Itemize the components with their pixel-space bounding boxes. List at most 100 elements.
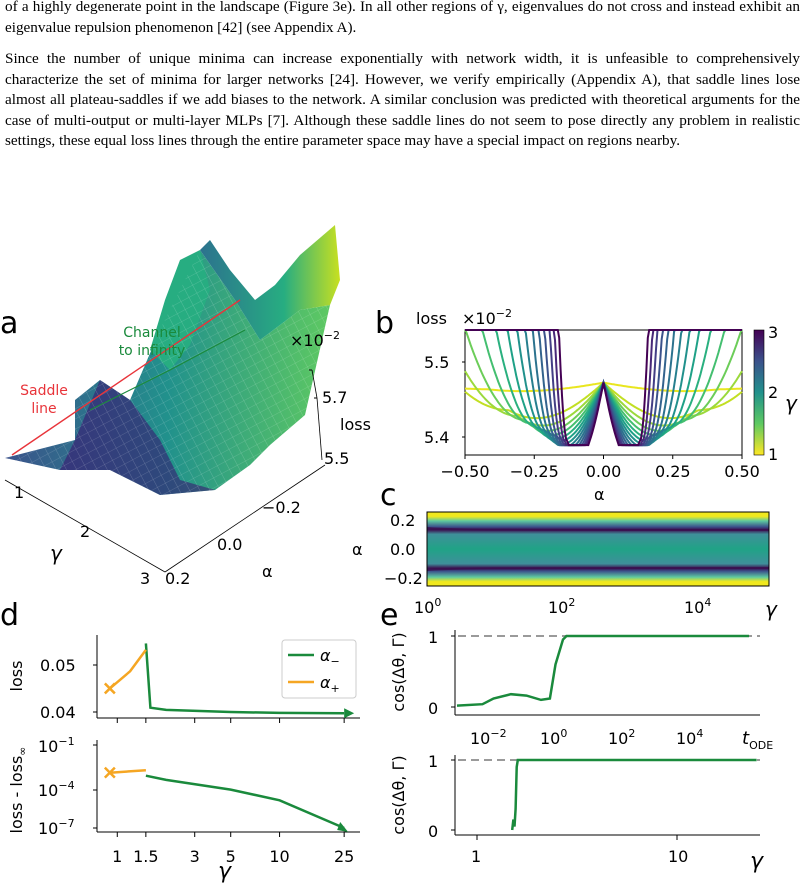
d-top-arrow <box>344 708 355 719</box>
d-bot-arrow <box>337 822 349 832</box>
legend-alpha-minus: α− <box>320 646 340 668</box>
panel-d-letter: d <box>0 598 19 633</box>
d-top-start-marker <box>103 682 116 695</box>
panel-b-xtick-4: 0.50 <box>724 462 760 481</box>
panel-c-xtick-3: 104 <box>684 596 711 617</box>
panel-d-xtick-4: 10 <box>269 847 289 866</box>
alpha-tick-1: 0.2 <box>165 569 190 588</box>
panel-c-ytick-3: −0.2 <box>384 569 423 588</box>
panel-e-ytick-1: 1 <box>428 628 438 647</box>
panel-e-bottom-line <box>510 758 757 831</box>
panel-b-ytick-2: 5.4 <box>424 428 449 447</box>
panel-d-bottom-lines <box>103 766 349 832</box>
panel-e-xtick-b1: 1 <box>471 847 481 866</box>
paragraph-2: Since the number of unique minima can in… <box>5 50 800 150</box>
panel-c-ylabel: α <box>352 540 363 559</box>
panel-c: c 0.2 0.0 −0.2 α 100 102 104 γ <box>352 478 778 621</box>
panel-d: d 0.05 0.04 loss α− α+ 10−1 10−4 10−7 lo… <box>0 598 360 884</box>
panel-d-ytick-1: 0.05 <box>40 656 76 675</box>
panel-b-ylabel: loss <box>416 309 447 328</box>
panel-c-ytick-2: 0.0 <box>390 540 415 559</box>
alpha-tick-2: 0.0 <box>217 535 242 554</box>
gamma-tick-2: 2 <box>80 522 90 541</box>
panel-a-scale: ×10−2 <box>290 329 340 350</box>
panel-d-xtick-0: 1 <box>112 847 122 866</box>
panel-a-gamma-label: γ <box>50 541 63 565</box>
saddle-line-annotation-2: line <box>31 401 56 417</box>
d-bot-alpha-minus <box>145 774 345 830</box>
panel-e-xtick-b2: 10 <box>668 847 688 866</box>
panel-d-ytick-b3: 10−7 <box>38 817 75 838</box>
colorbar-tick-1: 1 <box>768 445 778 464</box>
panel-b-letter: b <box>375 306 394 341</box>
panel-c-xlabel: γ <box>765 597 778 621</box>
panel-b-curves <box>464 329 743 447</box>
panel-e-letter: e <box>380 598 398 633</box>
panel-c-xtick-1: 100 <box>414 596 441 617</box>
panel-e-xlabel-top: tODE <box>742 728 773 752</box>
panel-b-scale: ×10−2 <box>462 307 512 328</box>
panel-d-ytick-2: 0.04 <box>40 703 76 722</box>
panel-e-top-line <box>456 634 749 707</box>
paragraph-1: of a highly degenerate point in the land… <box>5 0 800 36</box>
d-bot-start-marker <box>103 766 116 779</box>
panel-a-ztick-2: 5.5 <box>324 449 349 468</box>
surface-plot <box>5 225 340 495</box>
alpha-tick-3: −0.2 <box>262 498 301 517</box>
panel-e-xtick-4: 104 <box>676 727 703 748</box>
heatmap <box>427 512 769 586</box>
d-top-alpha-plus <box>109 649 147 690</box>
e-top-curve <box>456 634 749 707</box>
panel-d-xtick-5: 25 <box>334 847 354 866</box>
panel-c-letter: c <box>380 478 397 513</box>
panel-b-xtick-0: −0.50 <box>440 462 489 481</box>
gamma-tick-1: 1 <box>14 483 24 502</box>
panel-b-xtick-2: 0.00 <box>586 462 622 481</box>
panel-d-xlabel: γ <box>218 859 232 884</box>
panel-b-xtick-1: −0.25 <box>510 462 559 481</box>
panel-a-ztick-1: 5.7 <box>322 388 347 407</box>
panel-e-xtick-3: 102 <box>608 727 635 748</box>
panel-b-ytick-1: 5.5 <box>424 353 449 372</box>
panel-b-xlabel: α <box>594 485 605 504</box>
panel-e: e 1 0 cos(Δθ, Γ) 10−2 100 102 104 tODE 1… <box>380 598 773 874</box>
panel-d-ytick-b1: 10−1 <box>38 735 75 756</box>
legend-alpha-plus: α+ <box>320 673 340 695</box>
panel-d-top-lines <box>103 643 355 719</box>
panel-c-ytick-1: 0.2 <box>390 511 415 530</box>
channel-annotation-2: to infinity <box>119 343 186 359</box>
d-top-alpha-minus <box>144 643 345 715</box>
panel-b-xtick-3: 0.25 <box>655 462 691 481</box>
panel-d-legend <box>281 639 357 699</box>
panel-a: a Saddle line Channel to infinity ×10−2 … <box>0 225 371 588</box>
saddle-line-annotation-1: Saddle <box>20 383 68 399</box>
gamma-tick-3: 3 <box>140 569 150 588</box>
panel-e-xtick-1: 10−2 <box>470 727 507 748</box>
panel-e-xtick-2: 100 <box>540 727 567 748</box>
panel-d-ylabel-top: loss <box>7 661 26 692</box>
panel-c-xtick-2: 102 <box>548 596 575 617</box>
panel-d-xtick-1: 1.5 <box>133 847 158 866</box>
panel-e-ytick-b1: 1 <box>428 752 438 771</box>
panel-a-zlabel: loss <box>340 415 371 434</box>
colorbar-tick-3: 3 <box>768 323 778 342</box>
panel-d-ylabel-bottom: loss - loss∞ <box>7 747 29 834</box>
colorbar-tick-2: 2 <box>768 383 778 402</box>
panel-e-ylabel-top: cos(Δθ, Γ) <box>389 632 408 711</box>
panel-d-ytick-b2: 10−4 <box>38 779 75 800</box>
panel-d-xtick-3: 5 <box>226 847 236 866</box>
panel-e-ytick-2: 0 <box>428 699 438 718</box>
panel-e-ylabel-bottom: cos(Δθ, Γ) <box>389 755 408 834</box>
colorbar <box>753 329 765 456</box>
panel-b: b loss ×10−2 5.5 5.4 −0.50 −0.25 0.00 0.25 0… <box>375 306 798 504</box>
panel-e-xlabel-bottom: γ <box>750 849 764 874</box>
d-bot-alpha-plus <box>109 768 146 774</box>
channel-annotation-1: Channel <box>123 325 180 341</box>
panel-e-ytick-b2: 0 <box>428 822 438 841</box>
e-bottom-curve <box>510 758 757 831</box>
panel-a-letter: a <box>0 306 18 341</box>
colorbar-label: γ <box>785 391 798 415</box>
curve-gamma-14 <box>465 329 742 447</box>
panel-a-alpha-label: α <box>262 562 273 581</box>
